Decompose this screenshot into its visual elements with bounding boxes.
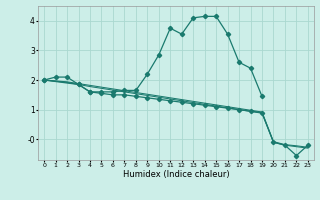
X-axis label: Humidex (Indice chaleur): Humidex (Indice chaleur) [123, 170, 229, 179]
